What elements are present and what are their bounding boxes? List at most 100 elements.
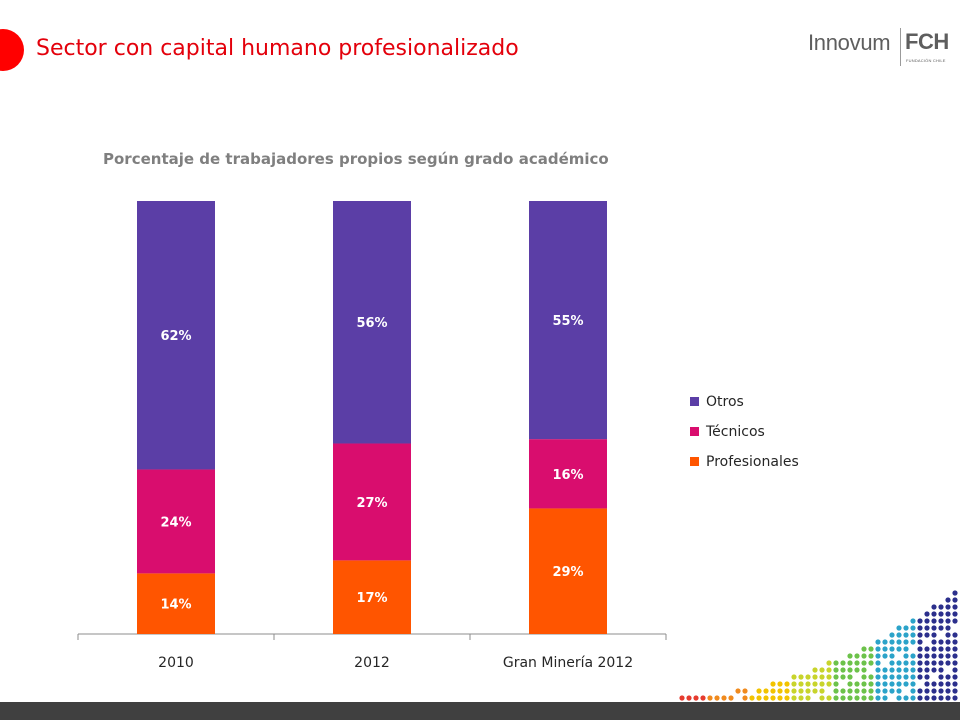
slide-title: Sector con capital humano profesionaliza… — [36, 36, 519, 61]
decor-dot — [826, 667, 832, 673]
decor-dot — [882, 646, 888, 652]
decor-dot — [945, 625, 951, 631]
decor-dot — [910, 674, 916, 680]
decor-dot — [875, 674, 881, 680]
decor-dot — [840, 695, 846, 701]
bar-tcnicos-segment — [333, 443, 411, 561]
decor-dot — [847, 667, 853, 673]
decor-dot — [903, 639, 909, 645]
decor-dot — [903, 695, 909, 701]
decor-dot — [826, 681, 832, 687]
decor-dot — [868, 681, 874, 687]
decor-dot — [861, 674, 867, 680]
decor-dot — [861, 688, 867, 694]
decor-dot — [777, 681, 783, 687]
decor-dot — [952, 632, 958, 638]
logo-separator — [900, 28, 901, 66]
decor-dot — [924, 653, 930, 659]
decor-dot — [903, 674, 909, 680]
bar-otros-segment — [333, 201, 411, 444]
decor-dot — [924, 618, 930, 624]
decor-dot — [784, 681, 790, 687]
decor-dot — [931, 618, 937, 624]
decor-dot — [917, 688, 923, 694]
decor-dot — [868, 695, 874, 701]
decor-dot — [938, 639, 944, 645]
decor-dot — [945, 653, 951, 659]
decor-dot — [945, 681, 951, 687]
decor-dot — [833, 681, 839, 687]
legend-label: Técnicos — [705, 424, 765, 440]
decor-dot — [931, 646, 937, 652]
decor-dot — [917, 618, 923, 624]
decor-dot — [917, 695, 923, 701]
decor-dot — [910, 660, 916, 666]
decor-dot — [896, 667, 902, 673]
data-label: 17% — [356, 591, 387, 606]
decor-dot — [903, 653, 909, 659]
decor-dot — [882, 667, 888, 673]
data-label: 56% — [356, 316, 387, 331]
decor-dot — [931, 695, 937, 701]
decor-dot — [875, 639, 881, 645]
decor-dot — [854, 688, 860, 694]
decor-dot — [952, 674, 958, 680]
decor-dot — [889, 660, 895, 666]
decor-dot — [819, 667, 825, 673]
data-label: 24% — [160, 515, 191, 530]
decor-dot — [868, 660, 874, 666]
decor-dot — [875, 646, 881, 652]
decor-dot — [840, 674, 846, 680]
decor-dot — [791, 674, 797, 680]
decor-dot — [924, 632, 930, 638]
decor-dot — [854, 667, 860, 673]
decor-dot — [833, 674, 839, 680]
decor-dot — [693, 695, 699, 701]
decor-dot — [931, 632, 937, 638]
decor-dot — [854, 660, 860, 666]
decor-dot — [861, 660, 867, 666]
decor-dot — [952, 646, 958, 652]
decor-dot — [840, 688, 846, 694]
decor-dot — [889, 646, 895, 652]
category-label: 2012 — [354, 655, 390, 671]
decor-dot — [945, 604, 951, 610]
decor-dot — [700, 695, 706, 701]
decor-dot — [798, 674, 804, 680]
category-label: 2010 — [158, 655, 194, 671]
decor-dot — [756, 695, 762, 701]
decor-dot — [896, 674, 902, 680]
decor-dot — [791, 688, 797, 694]
decor-dot — [819, 681, 825, 687]
decor-dot — [896, 681, 902, 687]
decor-dot — [910, 681, 916, 687]
bar-profesionales-segment — [333, 560, 411, 634]
decor-dot — [931, 604, 937, 610]
decor-dot — [833, 688, 839, 694]
decor-dot — [875, 667, 881, 673]
category-label: Gran Minería 2012 — [503, 655, 633, 671]
decor-dot — [931, 688, 937, 694]
decor-dot — [917, 632, 923, 638]
decor-dot — [952, 667, 958, 673]
decor-dot — [861, 681, 867, 687]
chart-title: Porcentaje de trabajadores propios según… — [103, 150, 609, 168]
decor-dot — [945, 618, 951, 624]
decor-dot — [889, 688, 895, 694]
decor-dot — [749, 695, 755, 701]
decor-dot — [875, 653, 881, 659]
decor-dot — [833, 695, 839, 701]
decor-dot — [938, 681, 944, 687]
decor-dot — [924, 646, 930, 652]
decor-dot — [882, 688, 888, 694]
decor-dot — [952, 695, 958, 701]
decor-dot — [903, 646, 909, 652]
decor-dot — [812, 688, 818, 694]
decor-dot — [742, 695, 748, 701]
decor-dot — [938, 646, 944, 652]
decor-dot — [917, 646, 923, 652]
decor-dot — [861, 695, 867, 701]
decor-dot — [952, 653, 958, 659]
decor-dot — [938, 674, 944, 680]
